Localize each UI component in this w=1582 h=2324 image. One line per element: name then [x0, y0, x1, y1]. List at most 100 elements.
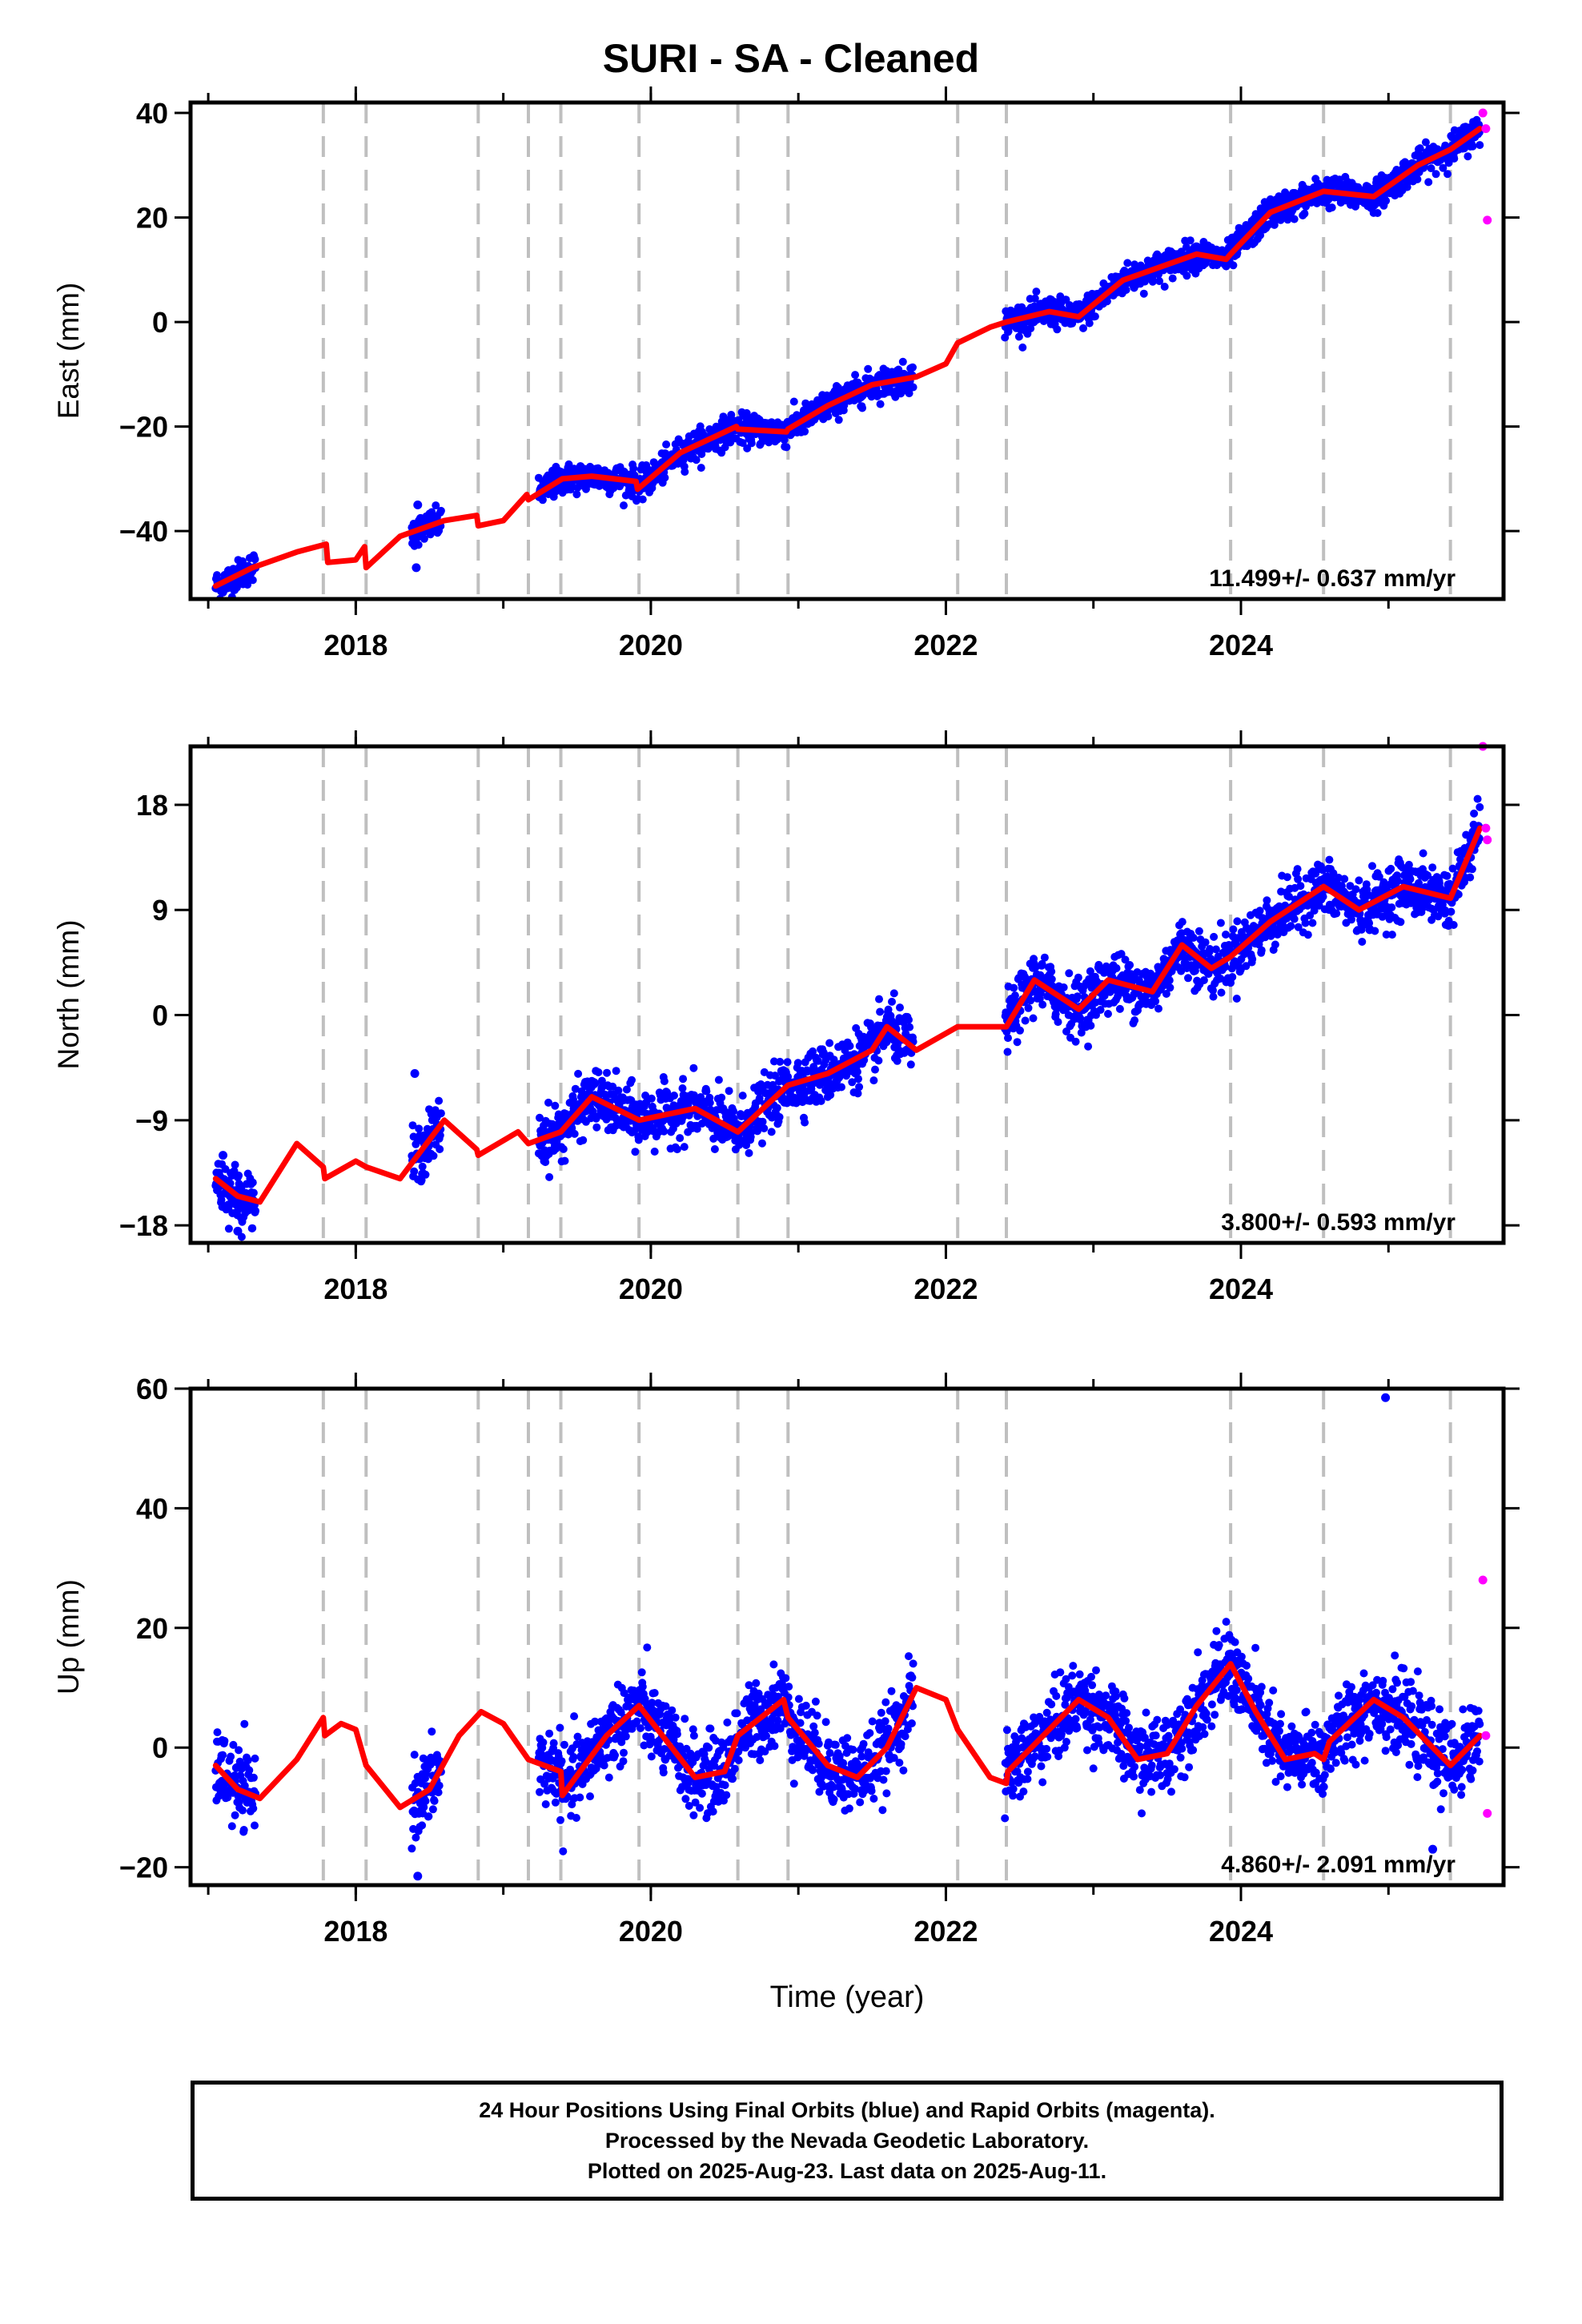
data-point — [1421, 138, 1430, 147]
data-point — [245, 1766, 254, 1775]
data-point — [650, 1689, 659, 1697]
data-point — [544, 1098, 552, 1107]
data-point — [876, 400, 885, 408]
data-point — [251, 1821, 259, 1830]
data-point — [702, 1087, 711, 1096]
data-point — [560, 1156, 569, 1165]
chart-title: SURI - SA - Cleaned — [602, 36, 980, 81]
data-point — [794, 1695, 803, 1703]
data-point — [1123, 259, 1132, 267]
data-point — [551, 1101, 560, 1110]
data-point — [227, 1752, 235, 1761]
data-point — [243, 581, 252, 589]
data-point — [697, 464, 705, 472]
data-point — [430, 1796, 439, 1805]
data-point — [717, 1093, 726, 1102]
data-point — [734, 1756, 743, 1764]
data-point — [722, 1791, 731, 1799]
data-point — [1300, 209, 1309, 218]
data-point — [696, 1803, 705, 1812]
x-tick-label: 2024 — [1209, 629, 1273, 661]
data-point — [436, 1131, 444, 1140]
data-point — [545, 1729, 554, 1738]
data-point — [235, 1171, 243, 1180]
data-point — [678, 1084, 687, 1092]
data-point — [1090, 312, 1099, 321]
data-point — [693, 1124, 701, 1133]
data-point — [723, 1718, 732, 1727]
data-point — [689, 1731, 698, 1740]
data-point — [545, 1172, 554, 1181]
data-point — [219, 586, 228, 596]
data-point — [591, 1079, 600, 1088]
data-point — [771, 1072, 780, 1080]
data-point — [824, 412, 833, 420]
data-point — [1413, 175, 1422, 183]
data-point — [571, 1084, 580, 1093]
data-point — [574, 1069, 583, 1078]
data-point — [418, 1162, 427, 1171]
y-tick-label: 40 — [136, 97, 168, 130]
data-point — [1168, 274, 1177, 283]
data-point — [747, 439, 756, 448]
data-point — [235, 1746, 243, 1755]
data-point — [1403, 183, 1411, 191]
data-point — [1148, 277, 1157, 286]
data-point — [435, 1781, 444, 1790]
data-point — [413, 501, 423, 510]
data-point — [559, 1144, 568, 1153]
data-point — [631, 1148, 640, 1156]
data-point — [604, 1773, 613, 1782]
data-point — [692, 456, 701, 464]
data-point — [549, 1739, 558, 1747]
model-line — [212, 126, 1483, 589]
y-tick-label: 0 — [152, 306, 168, 339]
data-point — [551, 1798, 560, 1807]
data-point — [758, 1139, 766, 1148]
data-point — [1290, 215, 1299, 223]
data-point — [670, 1092, 678, 1100]
data-point — [834, 416, 843, 424]
data-point — [415, 1124, 424, 1133]
data-point — [217, 1196, 226, 1204]
data-point — [769, 1660, 778, 1669]
data-point — [410, 1751, 419, 1759]
data-point — [569, 1753, 578, 1761]
data-point — [572, 490, 581, 499]
data-point — [1431, 170, 1440, 179]
data-point — [756, 1756, 765, 1764]
data-point — [436, 506, 445, 515]
data-point — [1450, 155, 1459, 163]
data-point — [1424, 178, 1433, 187]
data-point — [559, 1847, 568, 1856]
data-point — [770, 1057, 778, 1066]
y-tick-label: 20 — [136, 202, 168, 235]
data-point — [592, 1123, 601, 1132]
data-point — [436, 1145, 444, 1153]
data-point — [689, 1063, 698, 1072]
data-point — [1464, 152, 1472, 161]
data-point — [673, 1145, 681, 1154]
data-point — [240, 1719, 249, 1728]
data-point — [714, 1076, 723, 1084]
data-point — [681, 468, 689, 476]
data-point — [432, 501, 440, 510]
data-point — [710, 1145, 719, 1153]
data-point — [650, 1148, 659, 1156]
data-point — [608, 1082, 617, 1091]
data-point — [780, 436, 789, 444]
data-point — [239, 1806, 247, 1815]
data-point — [560, 1740, 568, 1749]
data-point — [227, 1822, 236, 1831]
data-point — [1427, 164, 1435, 173]
data-point — [576, 1793, 584, 1802]
data-point — [709, 1807, 717, 1816]
data-point — [408, 1121, 417, 1130]
data-point — [603, 1068, 611, 1077]
data-point — [421, 1170, 430, 1179]
data-point — [629, 464, 638, 472]
data-point — [231, 1160, 239, 1169]
data-point — [1102, 297, 1111, 306]
data-point — [767, 1128, 776, 1136]
